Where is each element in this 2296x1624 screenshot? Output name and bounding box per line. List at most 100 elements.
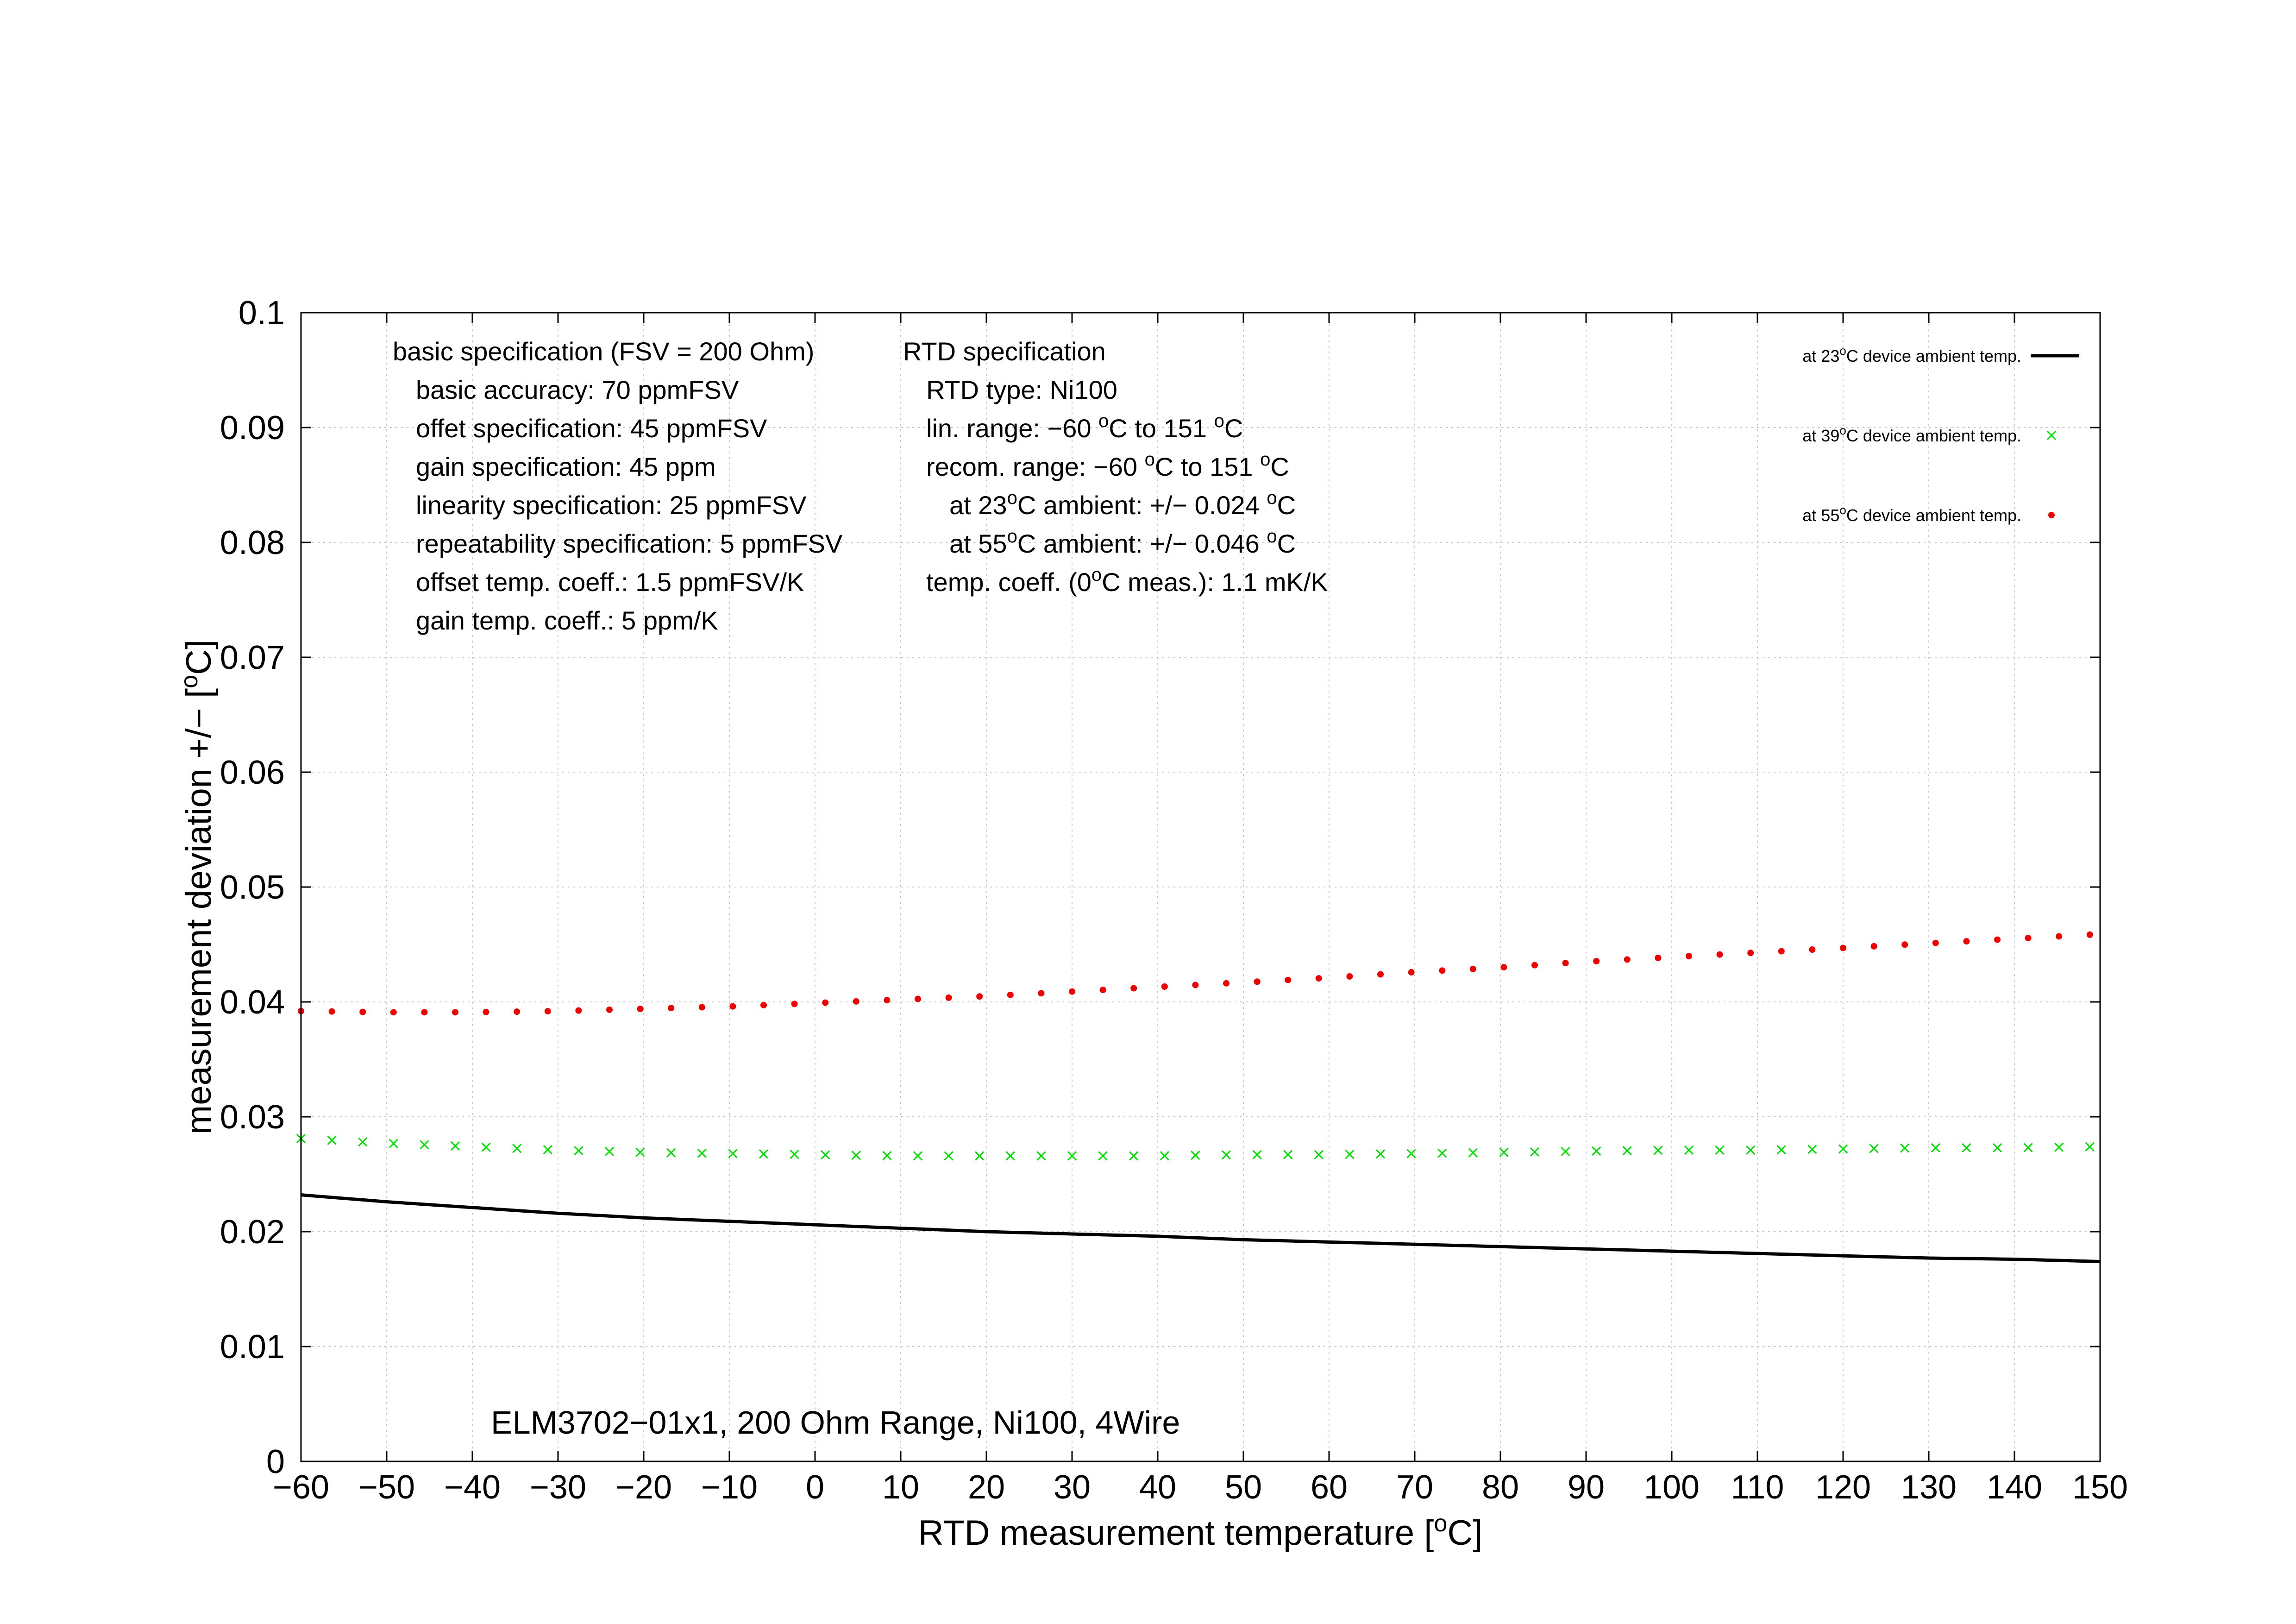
cross-stroke — [821, 1150, 830, 1160]
data-point-dot — [1531, 962, 1538, 969]
data-point-dot — [421, 1009, 428, 1016]
data-point-cross — [1160, 1151, 1169, 1161]
rtd-spec-line: temp. coeff. (0oC meas.): 1.1 mK/K — [926, 565, 1328, 597]
data-point-dot — [1809, 946, 1816, 953]
data-point-dot — [1469, 965, 1476, 972]
data-point-dot — [1593, 958, 1600, 965]
data-point-cross — [1283, 1150, 1293, 1159]
data-point-cross — [1345, 1150, 1355, 1159]
data-point-dot — [1686, 953, 1692, 960]
cross-stroke — [1807, 1145, 1817, 1154]
cross-stroke — [1406, 1149, 1416, 1158]
data-point-cross — [1992, 1143, 2002, 1153]
data-point-dot — [822, 999, 829, 1006]
cross-stroke — [420, 1140, 429, 1150]
data-point-dot — [1716, 951, 1723, 958]
cross-stroke — [1067, 1151, 1077, 1161]
x-tick-label: 150 — [2072, 1469, 2128, 1506]
rtd-spec-line: at 55oC ambient: +/− 0.046 oC — [949, 526, 1296, 558]
data-point-cross — [1191, 1151, 1200, 1160]
data-point-cross — [635, 1147, 645, 1157]
y-axis-ticks: 0 0.01 0.02 0.03 0.04 0.05 0.06 0.07 0.08 0.09 0.1 — [220, 295, 2100, 1480]
cross-stroke — [1221, 1150, 1231, 1160]
x-tick-label: 140 — [1987, 1469, 2042, 1506]
data-point-cross — [2054, 1142, 2064, 1152]
data-point-dot — [1192, 982, 1199, 988]
legend-label: at 39oC device ambient temp. — [1802, 423, 2021, 445]
basic-spec-annotation: basic specification (FSV = 200 Ohm) basic… — [393, 337, 843, 635]
x-tick-label: 90 — [1568, 1469, 1605, 1506]
cross-stroke — [1962, 1143, 1971, 1153]
basic-spec-line: offet specification: 45 ppmFSV — [416, 414, 767, 443]
data-point-cross — [975, 1151, 985, 1161]
data-point-dot — [791, 1001, 798, 1007]
plot-frame — [300, 312, 2101, 1462]
data-point-cross — [1221, 1150, 1231, 1160]
data-point-dot — [1624, 956, 1631, 963]
cross-stroke — [1776, 1145, 1786, 1155]
x-tick-label: 120 — [1815, 1469, 1871, 1506]
data-point-cross — [851, 1150, 861, 1160]
data-point-cross — [913, 1151, 923, 1161]
data-point-dot — [1099, 987, 1106, 994]
cross-stroke — [1191, 1151, 1200, 1160]
y-tick-label: 0.05 — [220, 869, 285, 906]
basic-spec-line: repeatability specification: 5 ppmFSV — [416, 529, 843, 558]
cross-stroke — [759, 1149, 769, 1159]
x-tick-label: −50 — [358, 1469, 415, 1506]
data-point-cross — [1900, 1143, 1910, 1153]
legend-key-cross — [2046, 430, 2057, 441]
cross-stroke — [1375, 1149, 1386, 1159]
data-point-cross — [1252, 1150, 1262, 1159]
y-tick-label: 0.08 — [220, 524, 285, 561]
cross-stroke — [574, 1146, 583, 1156]
y-tick-label: 0.09 — [220, 409, 285, 447]
x-tick-label: 30 — [1054, 1469, 1091, 1506]
data-point-dot — [390, 1009, 397, 1016]
x-axis-label: RTD measurement temperature [oC] — [918, 1510, 1483, 1553]
data-point-dot — [1963, 938, 1970, 945]
cross-stroke — [1345, 1150, 1355, 1159]
data-point-cross — [666, 1148, 676, 1158]
rtd-spec-line: recom. range: −60 oC to 151 oC — [926, 449, 1289, 481]
cross-stroke — [728, 1149, 738, 1158]
cross-stroke — [389, 1139, 398, 1148]
x-tick-label: 110 — [1731, 1469, 1784, 1506]
series-line — [301, 1193, 2101, 1263]
data-point-cross — [697, 1148, 707, 1158]
cross-stroke — [1561, 1146, 1570, 1157]
data-point-cross — [1592, 1146, 1601, 1156]
cross-stroke — [1160, 1151, 1169, 1161]
y-tick-label: 0.01 — [220, 1328, 285, 1366]
x-tick-label: 50 — [1225, 1469, 1262, 1506]
data-point-dot — [884, 997, 891, 1004]
y-tick-label: 0.03 — [220, 1099, 285, 1136]
basic-spec-line: basic accuracy: 70 ppmFSV — [416, 375, 739, 404]
x-tick-label: −10 — [701, 1469, 758, 1506]
basic-spec-line: gain temp. coeff.: 5 ppm/K — [416, 606, 718, 635]
data-point-cross — [420, 1140, 429, 1150]
y-tick-label: 0 — [266, 1443, 285, 1480]
data-point-dot — [760, 1001, 767, 1008]
data-point-dot — [976, 993, 983, 1000]
cross-stroke — [1869, 1144, 1879, 1153]
cross-stroke — [1098, 1151, 1108, 1161]
cross-stroke — [2023, 1143, 2033, 1152]
data-point-dot — [1254, 978, 1261, 985]
data-point-dot — [1408, 969, 1415, 976]
data-point-cross — [2085, 1142, 2095, 1152]
cross-stroke — [913, 1151, 923, 1161]
data-point-dot — [575, 1007, 582, 1014]
cross-stroke — [944, 1151, 954, 1161]
basic-spec-line: gain specification: 45 ppm — [416, 452, 716, 481]
basic-spec-line: offset temp. coeff.: 1.5 ppmFSV/K — [416, 567, 804, 597]
data-point-dot — [1994, 936, 2001, 943]
cross-stroke — [1900, 1143, 1910, 1153]
data-point-cross — [1406, 1149, 1416, 1158]
data-point-cross — [1314, 1150, 1324, 1159]
data-point-dot — [2025, 935, 2032, 942]
grid-lines — [301, 313, 2100, 1461]
data-point-cross — [1468, 1148, 1478, 1158]
data-point-cross — [1807, 1145, 1817, 1154]
